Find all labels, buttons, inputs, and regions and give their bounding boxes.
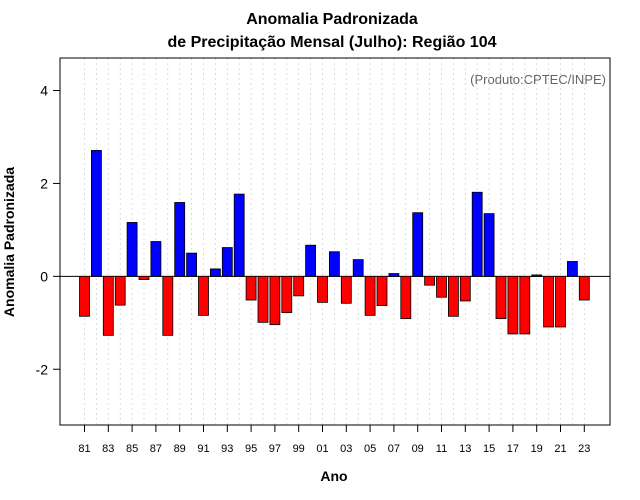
bar-92 bbox=[209, 268, 221, 277]
x-axis-title: Ano bbox=[320, 468, 347, 484]
x-axis: 81 83 85 87 89 91 93 95 97 99 01 03 05 07 09 11 13 15 17 19… bbox=[78, 425, 590, 455]
bar-81 bbox=[79, 275, 90, 317]
x-tick-label: 89 bbox=[174, 443, 186, 455]
x-tick-label: 99 bbox=[293, 443, 305, 455]
chart-annotation: (Produto:CPTEC/INPE) bbox=[470, 72, 606, 87]
y-tick-label: -2 bbox=[36, 361, 49, 377]
bar-02 bbox=[328, 251, 340, 277]
bar-84 bbox=[114, 275, 126, 306]
bar-87 bbox=[150, 241, 162, 277]
x-tick-label: 15 bbox=[483, 443, 495, 455]
plot-frame bbox=[59, 57, 611, 426]
bar-06 bbox=[376, 275, 388, 307]
bar-86 bbox=[138, 275, 150, 280]
bar-93 bbox=[221, 247, 233, 277]
bar-18 bbox=[519, 275, 531, 335]
x-tick-label: 87 bbox=[150, 443, 162, 455]
x-tick-label: 85 bbox=[126, 443, 138, 455]
vertical-gridlines bbox=[84, 58, 585, 425]
y-tick-label: 4 bbox=[40, 83, 48, 99]
x-tick-label: 07 bbox=[388, 443, 400, 455]
bar-13 bbox=[459, 275, 471, 302]
bar-97 bbox=[269, 275, 281, 326]
bar-85 bbox=[126, 222, 138, 277]
bar-09 bbox=[412, 212, 424, 277]
x-tick-label: 83 bbox=[102, 443, 114, 455]
bar-17 bbox=[507, 275, 519, 335]
bar-08 bbox=[400, 275, 412, 320]
bar-15 bbox=[483, 213, 495, 277]
bar-01 bbox=[317, 275, 328, 303]
bar-23 bbox=[578, 275, 590, 301]
x-tick-label: 95 bbox=[245, 443, 257, 455]
bar-03 bbox=[340, 275, 352, 304]
x-tick-label: 91 bbox=[197, 443, 209, 455]
chart-title-line-2: de Precipitação Mensal (Julho): Região 1… bbox=[168, 34, 497, 51]
bar-98 bbox=[281, 275, 293, 313]
x-tick-label: 03 bbox=[340, 443, 352, 455]
y-tick-label: 2 bbox=[40, 175, 48, 191]
x-tick-label: 05 bbox=[364, 443, 376, 455]
bar-99 bbox=[293, 275, 305, 297]
bar-16 bbox=[495, 275, 507, 320]
y-tick-label: 0 bbox=[40, 268, 48, 284]
y-axis: -2 0 2 4 bbox=[36, 83, 60, 377]
bar-14 bbox=[471, 191, 483, 277]
bar-82 bbox=[91, 150, 102, 277]
bar-22 bbox=[567, 261, 578, 277]
bar-07 bbox=[388, 273, 400, 277]
bar-90 bbox=[186, 252, 198, 277]
bar-21 bbox=[555, 275, 566, 328]
x-tick-label: 23 bbox=[578, 443, 590, 455]
y-axis-title: Anomalia Padronizada bbox=[1, 167, 17, 317]
chart-title-line-1: Anomalia Padronizada bbox=[246, 11, 418, 28]
bar-88 bbox=[162, 275, 174, 336]
x-tick-label: 09 bbox=[412, 443, 424, 455]
bar-10 bbox=[424, 275, 436, 286]
x-tick-label: 01 bbox=[316, 443, 328, 455]
x-tick-label: 93 bbox=[221, 443, 233, 455]
x-tick-label: 19 bbox=[531, 443, 543, 455]
x-tick-label: 81 bbox=[78, 443, 90, 455]
x-tick-label: 97 bbox=[269, 443, 281, 455]
x-tick-label: 13 bbox=[459, 443, 471, 455]
x-tick-label: 11 bbox=[436, 443, 447, 455]
bar-19 bbox=[531, 274, 543, 277]
bar-12 bbox=[447, 275, 459, 317]
x-tick-label: 21 bbox=[554, 443, 566, 455]
bar-91 bbox=[198, 275, 209, 316]
bar-96 bbox=[257, 275, 269, 323]
bar-95 bbox=[245, 275, 257, 301]
bar-00 bbox=[305, 244, 317, 277]
bar-83 bbox=[102, 275, 114, 336]
bar-11 bbox=[436, 275, 447, 298]
bar-20 bbox=[543, 275, 554, 328]
bar-05 bbox=[364, 275, 376, 316]
bars bbox=[79, 150, 590, 336]
bar-94 bbox=[233, 193, 245, 277]
bar-89 bbox=[174, 202, 186, 277]
bar-04 bbox=[352, 259, 364, 277]
x-tick-label: 17 bbox=[507, 443, 519, 455]
